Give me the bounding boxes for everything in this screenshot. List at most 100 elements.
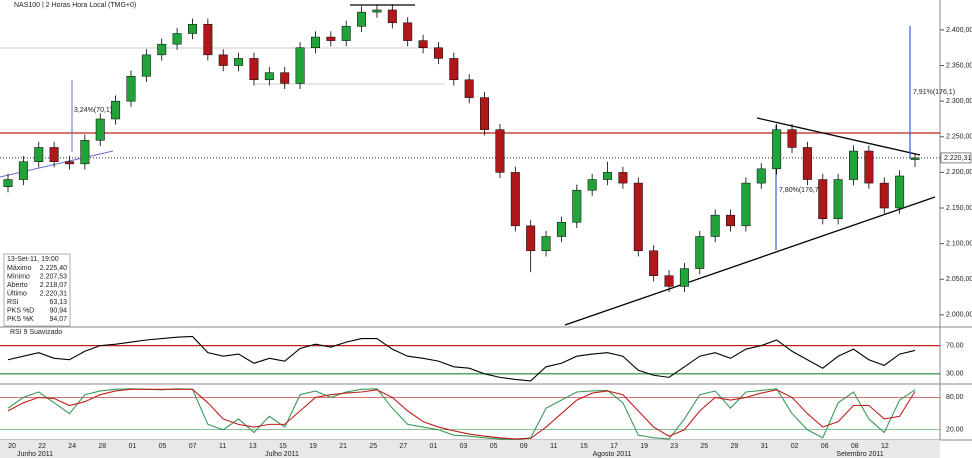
y-tick-label: 2.000,00 [946, 312, 972, 319]
trend-line [564, 196, 936, 326]
annotation: 3,24%(70,1) [74, 107, 112, 114]
candle-body [157, 43, 167, 56]
candle-body [65, 161, 74, 165]
candle-body [495, 129, 505, 173]
candle-body [910, 157, 920, 160]
y-tick-label: 2.050,00 [946, 276, 972, 283]
month-label: Setembro 2011 [836, 451, 883, 458]
info-box [3, 253, 71, 327]
info-label: PKS %K [7, 316, 34, 323]
candle-body [618, 172, 628, 184]
x-tick-label: 05 [159, 443, 167, 450]
candle-body [203, 23, 213, 56]
candle-body [864, 150, 874, 184]
candle-body [80, 140, 90, 165]
x-tick-label: 05 [490, 443, 498, 450]
candle-body [802, 147, 812, 180]
x-tick-label: 24 [68, 443, 76, 450]
month-label: Junho 2011 [17, 451, 53, 458]
candle-body [649, 250, 659, 276]
candle-body [664, 275, 674, 287]
candle-body [3, 179, 13, 187]
candle-body [310, 36, 320, 48]
x-tick-label: 01 [430, 443, 438, 450]
month-label: Julho 2011 [265, 451, 299, 458]
info-value: 2.220,31 [40, 290, 67, 297]
x-tick-label: 09 [520, 443, 528, 450]
candle-body [756, 168, 766, 184]
candle-body [849, 150, 858, 180]
stochastic-line [7, 388, 916, 440]
candle-body [280, 72, 290, 84]
candle-body [218, 54, 228, 66]
info-date: 13-Set-11, 19:00 [7, 256, 59, 263]
info-value: 2.218,07 [40, 282, 67, 289]
info-label: Máximo [7, 265, 32, 272]
x-tick-label: 03 [460, 443, 468, 450]
rsi-line [7, 335, 916, 382]
x-tick-label: 21 [339, 443, 347, 450]
candle-body [95, 118, 105, 141]
candle-body [418, 40, 428, 48]
last-price-label: 2.220,31 [944, 155, 971, 162]
candle-body [234, 58, 244, 66]
annotation: 7,80%(176,7) [779, 187, 821, 194]
annotation: 7,91%(176,1) [913, 89, 955, 96]
info-label: PKS %D [7, 307, 34, 314]
last-price-box [940, 152, 972, 164]
candle-body [449, 58, 459, 81]
candle-body [541, 236, 551, 252]
candle-body [480, 97, 490, 130]
x-tick-label: 31 [761, 443, 769, 450]
candle-body [295, 47, 305, 84]
candle-body [357, 11, 367, 27]
candle-body [818, 179, 828, 219]
x-tick-label: 17 [610, 443, 618, 450]
candle-body [741, 182, 751, 227]
x-tick-label: 15 [580, 443, 588, 450]
x-tick-label: 07 [189, 443, 197, 450]
x-tick-label: 29 [731, 443, 739, 450]
y-tick-label: 2.250,00 [946, 134, 972, 141]
x-tick-label: 23 [670, 443, 678, 450]
candle-body [710, 214, 720, 237]
trend-line [0, 150, 114, 178]
x-tick-label: 28 [98, 443, 106, 450]
y-tick-label: 2.300,00 [946, 98, 972, 105]
y-tick-label: 20,00 [946, 427, 964, 434]
x-tick-label: 13 [249, 443, 257, 450]
trend-line [756, 117, 921, 156]
info-value: 63,13 [49, 299, 67, 306]
candle-body [787, 129, 797, 148]
x-tick-label: 08 [851, 443, 859, 450]
x-tick-label: 06 [821, 443, 829, 450]
candle-body [833, 179, 843, 219]
candle-body [49, 147, 59, 162]
candle-body [510, 172, 520, 227]
candle-body [341, 26, 351, 41]
y-tick-label: 80,00 [946, 394, 964, 401]
candle-body [726, 214, 736, 227]
month-label: Agosto 2011 [593, 451, 632, 458]
y-tick-label: 2.200,00 [946, 169, 972, 176]
x-tick-label: 01 [129, 443, 137, 450]
candle-body [679, 268, 689, 287]
info-label: Último [7, 288, 27, 297]
info-label: RSI [7, 299, 19, 306]
candle-body [556, 222, 566, 237]
candle-body [633, 182, 643, 252]
chart-title: NAS100 | 2 Horas Hora Local (TMG+0) [14, 2, 136, 9]
x-tick-label: 25 [369, 443, 377, 450]
x-tick-label: 02 [791, 443, 799, 450]
y-tick-label: 70,00 [946, 342, 964, 349]
candle-body [126, 75, 136, 102]
candle-body [895, 175, 905, 209]
candle-body [111, 100, 121, 120]
candle-body [403, 22, 413, 41]
candle-body [387, 9, 397, 24]
info-value: 2.225,40 [40, 265, 67, 272]
info-label: Mínimo [7, 273, 30, 280]
y-tick-label: 30,00 [946, 371, 964, 378]
